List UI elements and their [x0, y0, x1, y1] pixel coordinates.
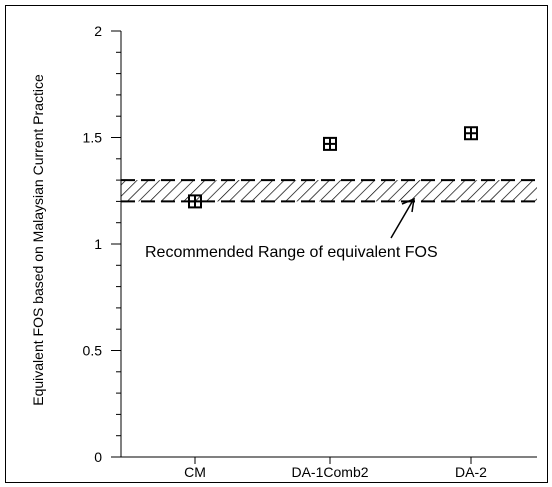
y-tick-label: 0.5: [83, 343, 103, 359]
range-annotation: Recommended Range of equivalent FOS: [145, 244, 438, 261]
annotation-arrow-line: [390, 201, 413, 239]
y-tick-label: 0: [94, 449, 102, 465]
recommended-range-band: [121, 180, 537, 202]
x-tick-label: DA-1Comb2: [291, 464, 368, 480]
x-tick-label: DA-2: [455, 464, 487, 480]
chart-frame: [5, 5, 548, 483]
y-axis-title: Equivalent FOS based on Malaysian Curren…: [30, 74, 46, 406]
y-tick-label: 2: [94, 23, 102, 39]
x-tick-label: CM: [184, 464, 206, 480]
data-point: [464, 126, 478, 141]
annotation-arrow-head: [401, 197, 415, 213]
y-tick-label: 1.5: [83, 130, 103, 146]
y-tick-label: 1: [94, 236, 102, 252]
data-point: [323, 136, 337, 151]
data-point: [188, 194, 202, 209]
